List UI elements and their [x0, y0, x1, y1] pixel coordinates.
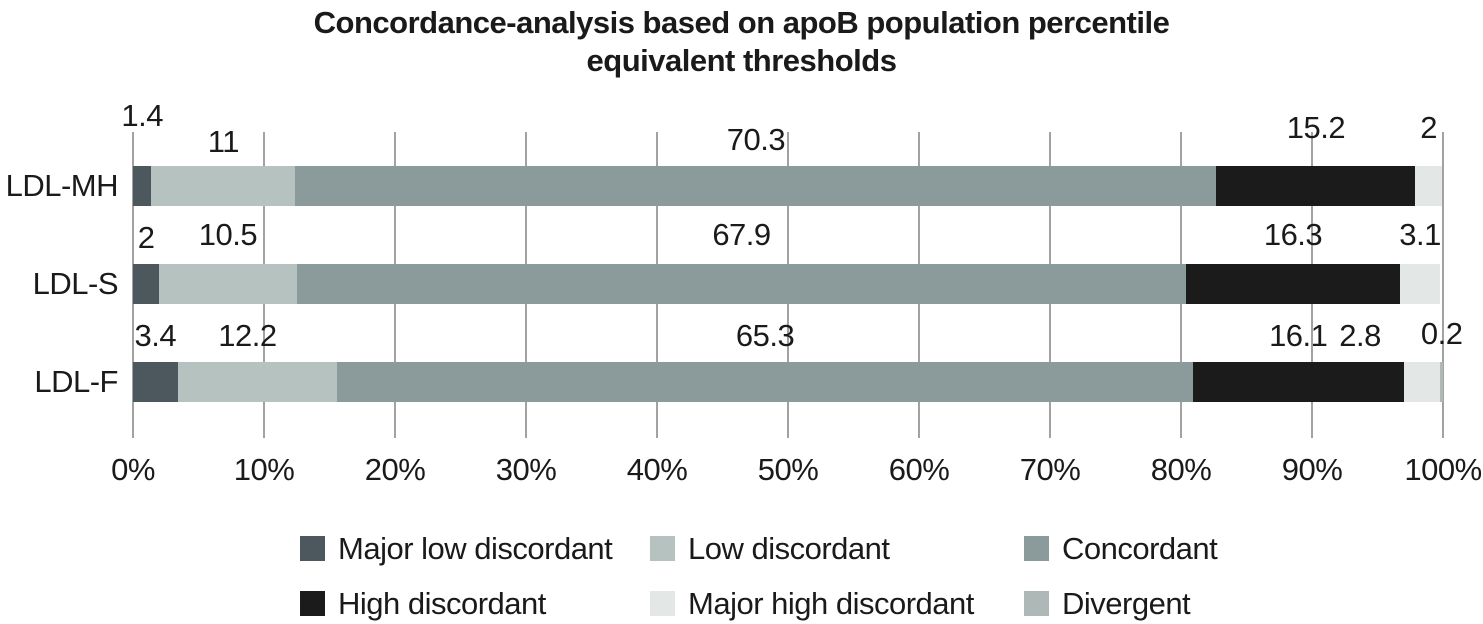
value-label: 2.8: [1339, 318, 1381, 353]
legend-label: Divergent: [1062, 586, 1191, 621]
legend-label: Concordant: [1062, 531, 1218, 566]
value-label: 3.1: [1399, 217, 1441, 252]
segment-major-high-discordant: [1415, 166, 1442, 206]
x-tick-label: 0%: [111, 452, 155, 487]
x-tick-label: 90%: [1281, 452, 1343, 487]
segment-major-low-discordant: [133, 166, 152, 206]
x-tick-label: 30%: [495, 452, 557, 487]
category-label-LDL-S: LDL-S: [32, 266, 119, 301]
legend-swatch-icon: [1024, 536, 1049, 561]
value-label: 16.3: [1263, 217, 1323, 252]
segment-major-high-discordant: [1403, 362, 1441, 402]
value-label: 3.4: [134, 318, 177, 353]
chart-title: Concordance-analysis based on apoB popul…: [20, 4, 1463, 80]
value-label: 0.2: [1420, 316, 1463, 351]
legend-swatch-icon: [300, 536, 325, 561]
segment-low-discordant: [159, 264, 297, 304]
x-tick-label: 40%: [626, 452, 688, 487]
value-label: 67.9: [712, 217, 771, 252]
legend-item-major-low-discordant: Major low discordant: [300, 531, 613, 567]
legend-swatch-icon: [1024, 591, 1049, 616]
chart-title-line2: equivalent thresholds: [586, 43, 897, 78]
legend-item-low-discordant: Low discordant: [650, 531, 890, 567]
segment-high-discordant: [1216, 166, 1416, 206]
value-label: 65.3: [735, 318, 795, 353]
value-label: 2: [1420, 110, 1437, 145]
legend-swatch-icon: [650, 591, 675, 616]
value-label: 70.3: [726, 122, 786, 157]
legend-item-concordant: Concordant: [1024, 531, 1218, 567]
segment-low-discordant: [177, 362, 338, 402]
gridline-100%: [1442, 132, 1444, 438]
legend-swatch-icon: [650, 536, 675, 561]
category-label-LDL-F: LDL-F: [34, 364, 118, 399]
segment-concordant: [337, 362, 1193, 402]
legend-swatch-icon: [300, 591, 325, 616]
legend-label: High discordant: [338, 586, 546, 621]
value-label: 15.2: [1286, 110, 1346, 145]
segment-high-discordant: [1186, 264, 1400, 304]
value-label: 16.1: [1269, 318, 1328, 353]
value-label: 2: [137, 220, 155, 255]
x-tick-label: 80%: [1150, 452, 1212, 487]
x-tick-label: 20%: [364, 452, 426, 487]
value-label: 12.2: [218, 318, 277, 353]
legend-label: Low discordant: [688, 531, 890, 566]
segment-major-low-discordant: [133, 264, 160, 304]
x-tick-label: 70%: [1019, 452, 1081, 487]
x-tick-label: 100%: [1404, 452, 1482, 487]
legend-label: Major low discordant: [338, 531, 613, 566]
segment-low-discordant: [151, 166, 296, 206]
legend-item-high-discordant: High discordant: [300, 586, 546, 622]
segment-high-discordant: [1192, 362, 1404, 402]
value-label: 11: [207, 124, 240, 159]
segment-major-low-discordant: [133, 362, 178, 402]
value-label: 1.4: [121, 98, 163, 133]
x-tick-label: 10%: [233, 452, 295, 487]
chart-title-line1: Concordance-analysis based on apoB popul…: [313, 5, 1170, 40]
legend-item-divergent: Divergent: [1024, 586, 1191, 622]
segment-major-high-discordant: [1399, 264, 1441, 304]
x-tick-label: 60%: [888, 452, 950, 487]
value-label: 10.5: [198, 217, 258, 252]
segment-divergent: [1440, 362, 1443, 402]
segment-concordant: [295, 166, 1217, 206]
segment-concordant: [296, 264, 1187, 304]
category-label-LDL-MH: LDL-MH: [5, 168, 119, 203]
x-tick-label: 50%: [757, 452, 819, 487]
legend-item-major-high-discordant: Major high discordant: [650, 586, 974, 622]
legend-label: Major high discordant: [688, 586, 974, 621]
